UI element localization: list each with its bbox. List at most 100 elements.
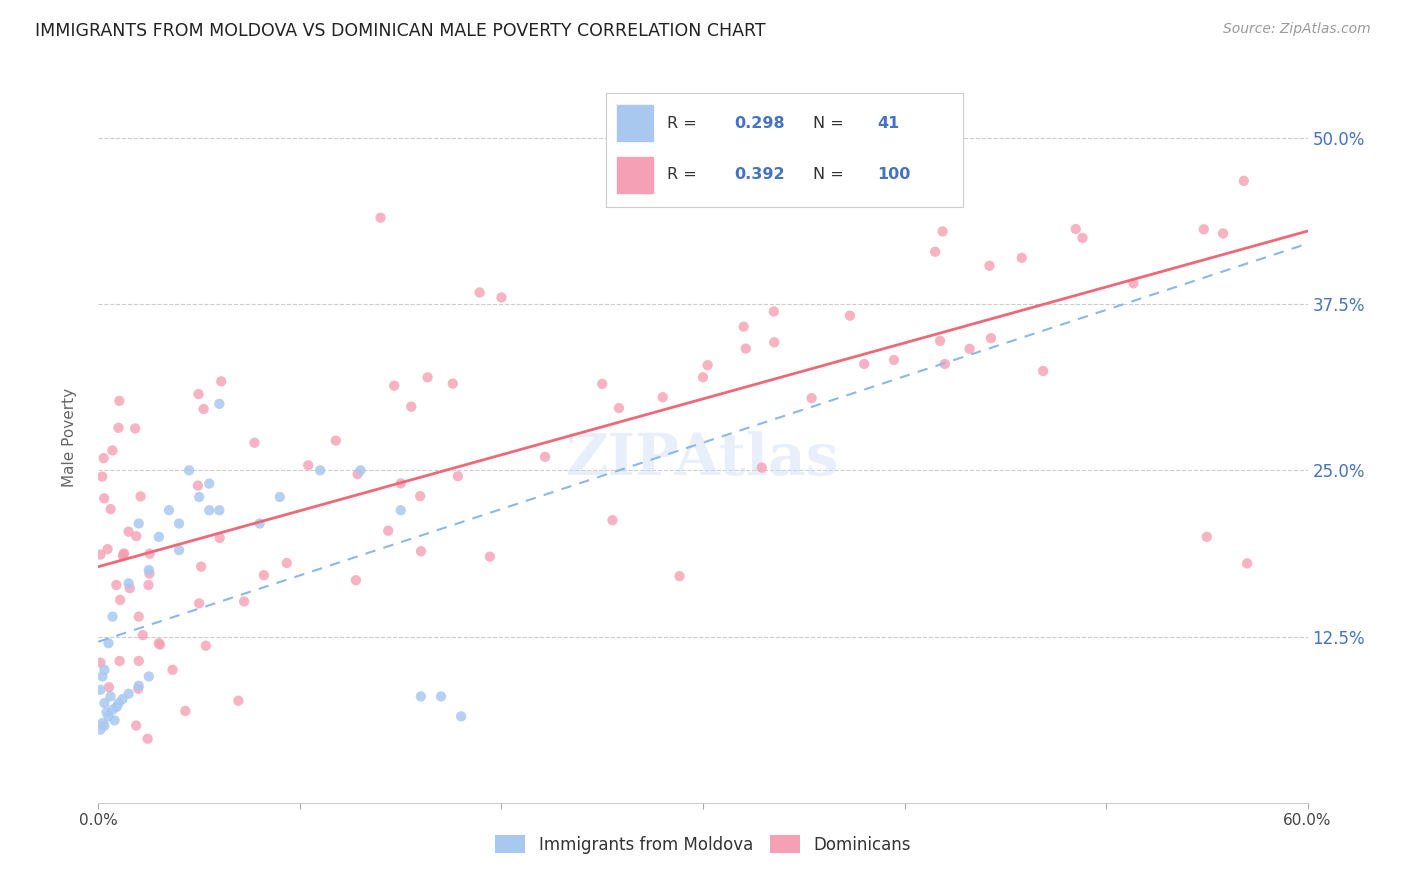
Point [193, 402, 215, 417]
Point [762, 304, 785, 318]
Point [1212, 227, 1234, 241]
Point [118, 581, 141, 595]
Point [138, 563, 160, 577]
Point [883, 353, 905, 368]
Point [1032, 364, 1054, 378]
Point [344, 573, 367, 587]
Point [124, 421, 146, 435]
Point [93, 451, 115, 466]
Point [187, 387, 209, 401]
Point [89, 548, 111, 562]
Point [125, 529, 148, 543]
Point [734, 342, 756, 356]
Point [127, 681, 149, 696]
Point [800, 391, 823, 405]
Point [534, 450, 557, 464]
Point [389, 476, 412, 491]
Point [1064, 222, 1087, 236]
Point [138, 566, 160, 581]
Point [93, 696, 115, 710]
Point [101, 443, 124, 458]
Point [112, 549, 135, 563]
Point [97, 636, 120, 650]
Point [117, 524, 139, 539]
Point [1195, 530, 1218, 544]
Point [409, 690, 432, 704]
Point [118, 687, 141, 701]
Point [853, 357, 876, 371]
Point [382, 378, 405, 392]
Point [91, 469, 114, 483]
Point [416, 370, 439, 384]
Point [1071, 231, 1094, 245]
Point [97, 680, 120, 694]
Point [112, 547, 135, 561]
Y-axis label: Male Poverty: Male Poverty [62, 387, 77, 487]
Point [108, 593, 131, 607]
Point [733, 319, 755, 334]
Point [208, 531, 231, 545]
Point [450, 709, 472, 723]
Point [101, 609, 124, 624]
Point [100, 502, 122, 516]
Point [100, 690, 122, 704]
Point [107, 696, 129, 710]
Point [276, 556, 298, 570]
Point [253, 568, 276, 582]
Point [208, 397, 231, 411]
Point [441, 376, 464, 391]
Point [1122, 277, 1144, 291]
Point [89, 723, 111, 737]
Legend: Immigrants from Moldova, Dominicans: Immigrants from Moldova, Dominicans [489, 829, 917, 860]
Point [188, 490, 211, 504]
Point [409, 544, 432, 558]
Point [89, 682, 111, 697]
Point [409, 489, 432, 503]
Point [979, 259, 1001, 273]
Point [209, 374, 232, 388]
Point [249, 516, 271, 531]
Point [138, 669, 160, 683]
Point [297, 458, 319, 473]
Point [138, 578, 160, 592]
Point [148, 636, 170, 650]
Point [931, 224, 953, 238]
Point [399, 400, 422, 414]
Point [108, 654, 131, 668]
Point [1233, 174, 1256, 188]
Point [607, 401, 630, 416]
Point [692, 370, 714, 384]
Point [148, 530, 170, 544]
Point [136, 731, 159, 746]
Point [198, 503, 221, 517]
Point [105, 700, 128, 714]
Point [309, 463, 332, 477]
Point [478, 549, 501, 564]
Point [1236, 557, 1258, 571]
Point [468, 285, 491, 300]
Point [929, 334, 952, 348]
Point [370, 211, 392, 225]
Point [190, 559, 212, 574]
Point [108, 393, 131, 408]
Point [233, 594, 256, 608]
Point [602, 513, 624, 527]
Point [228, 694, 250, 708]
Point [125, 718, 148, 732]
Point [105, 578, 128, 592]
Point [103, 714, 125, 728]
Point [389, 503, 412, 517]
Point [763, 335, 786, 350]
Point [980, 331, 1002, 345]
Point [194, 639, 217, 653]
Point [591, 376, 613, 391]
Point [934, 357, 956, 371]
Point [174, 704, 197, 718]
Point [149, 638, 172, 652]
Text: ZIPAtlas: ZIPAtlas [567, 431, 839, 487]
Point [187, 478, 209, 492]
Point [179, 463, 201, 477]
Point [132, 628, 155, 642]
Point [138, 547, 160, 561]
Point [93, 719, 115, 733]
